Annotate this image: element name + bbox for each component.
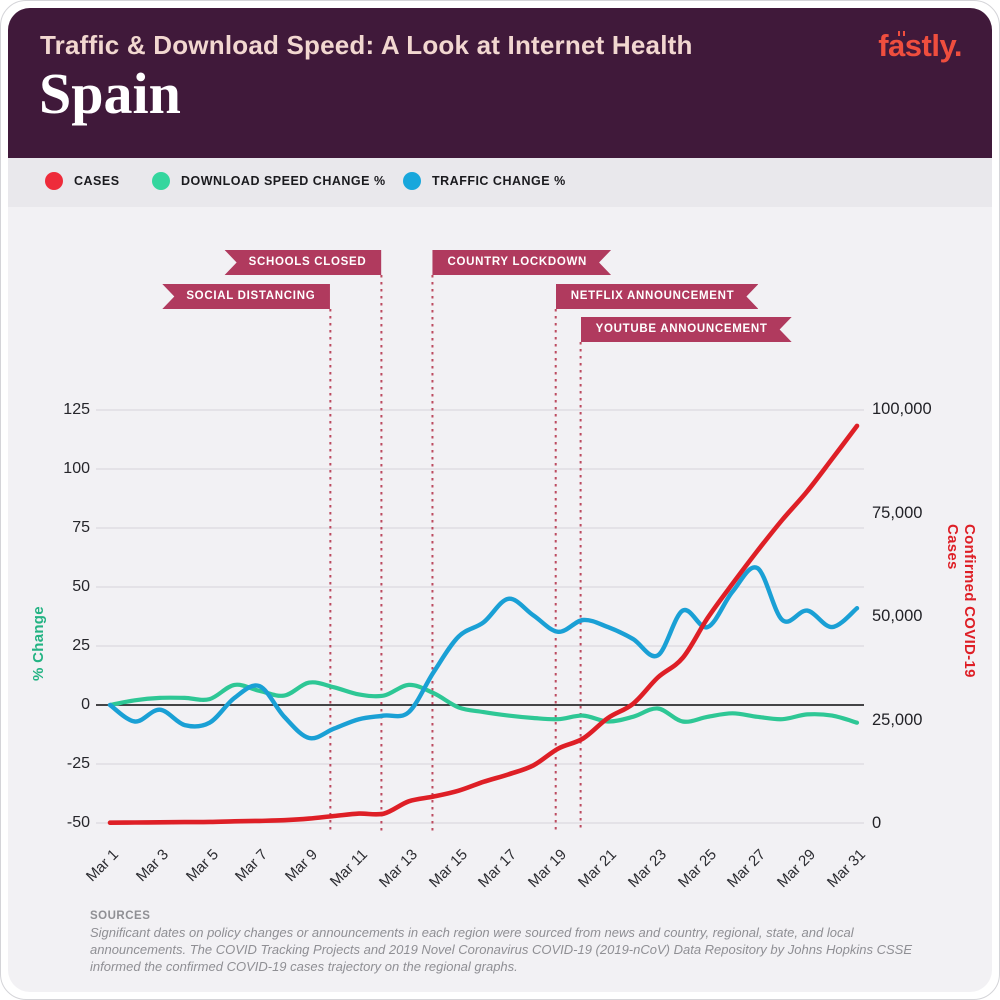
legend: CASES DOWNLOAD SPEED CHANGE % TRAFFIC CHAN… [8,158,992,207]
legend-dot-icon [403,172,421,190]
legend-item-label: DOWNLOAD SPEED CHANGE % [181,174,386,188]
fastly-antenna-icon [898,31,906,36]
right-axis-tick-label: 50,000 [872,607,923,625]
y-axis-tick-label: 50 [72,578,90,595]
legend-dot-icon [45,172,63,190]
y-axis-tick-label: 125 [63,401,90,418]
right-axis-title: Confirmed COVID-19 Cases [944,524,978,678]
y-axis-tick-label: 25 [72,637,90,654]
cases-line [107,423,860,825]
legend-item: DOWNLOAD SPEED CHANGE % [152,172,386,190]
y-axis-tick-label: 75 [72,519,90,536]
infographic-card: Traffic & Download Speed: A Look at Inte… [8,8,992,992]
page-title: Spain [39,61,181,126]
right-axis-tick-label: 0 [872,814,882,832]
legend-item: TRAFFIC CHANGE % [403,172,566,190]
legend-dot-icon [152,172,170,190]
y-axis-tick-label: 0 [81,696,90,713]
right-axis-tick-label: 25,000 [872,710,923,729]
sources-heading: SOURCES [90,910,151,922]
download-speed-line [107,680,860,725]
event-flag: NETFLIX ANNOUNCEMENT [556,284,759,309]
legend-item: CASES [45,172,120,190]
right-axis-tick-label: 75,000 [872,503,923,522]
event-flag: COUNTRY LOCKDOWN [432,250,611,275]
legend-item-label: TRAFFIC CHANGE % [432,174,566,188]
traffic-line [107,565,860,741]
report-kicker: Traffic & Download Speed: A Look at Inte… [40,30,693,60]
event-flag: SCHOOLS CLOSED [224,250,382,275]
y-axis-tick-label: -25 [66,755,90,772]
header: Traffic & Download Speed: A Look at Inte… [8,8,992,158]
y-axis-tick-label: -50 [66,814,90,831]
y-axis-tick-label: 100 [63,460,90,477]
sources-body: Significant dates on policy changes or a… [90,925,913,974]
sources: SOURCES Significant dates on policy chan… [90,910,916,976]
left-axis-title: % Change [30,606,47,681]
event-flag: YOUTUBE ANNOUNCEMENT [581,317,792,342]
event-flag: SOCIAL DISTANCING [162,284,331,309]
fastly-logo: fastly. [878,28,962,64]
right-axis-tick-label: 100,000 [872,400,932,418]
fastly-wordmark: fastly. [878,28,962,63]
legend-item-label: CASES [74,174,120,188]
